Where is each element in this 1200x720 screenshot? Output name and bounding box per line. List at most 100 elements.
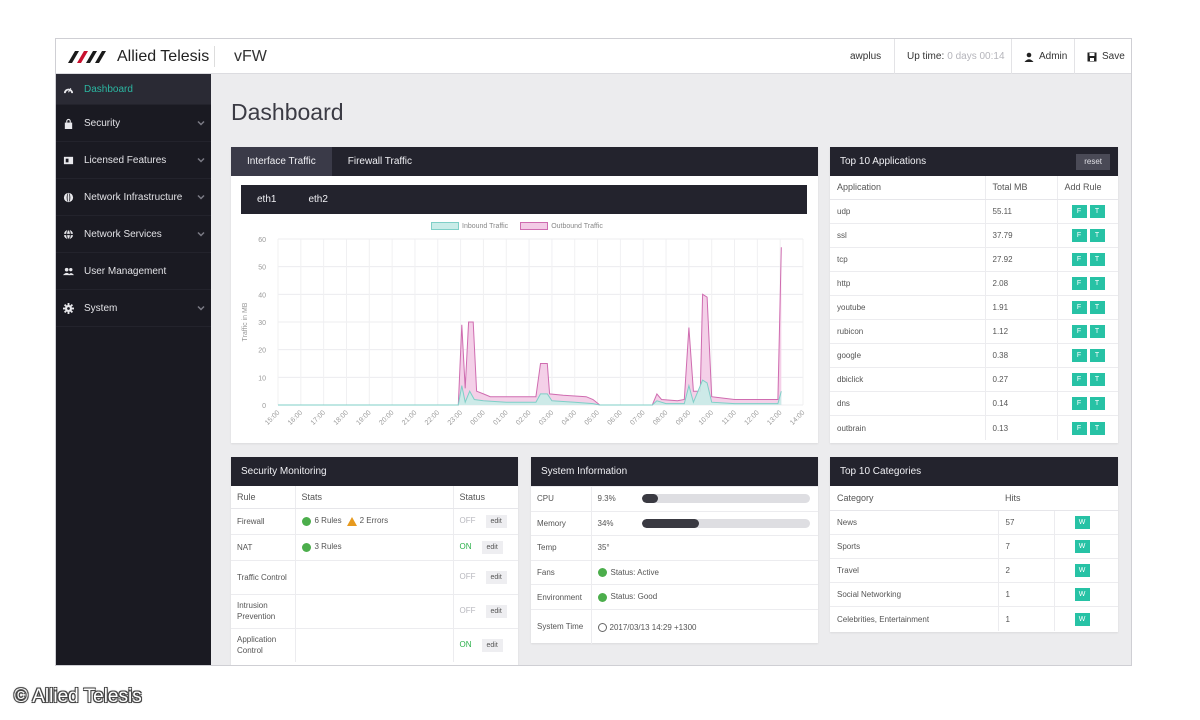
- interface-tabs: eth1 eth2: [241, 185, 807, 214]
- status-badge[interactable]: OFF: [459, 515, 476, 525]
- add-traffic-rule-button[interactable]: T: [1089, 421, 1105, 435]
- add-web-rule-button[interactable]: W: [1074, 612, 1090, 626]
- status-badge[interactable]: ON: [459, 541, 472, 551]
- hit-count: 1: [997, 582, 1054, 607]
- add-web-rule-button[interactable]: W: [1074, 588, 1090, 602]
- sidebar-item-network-infrastructure[interactable]: Network Infrastructure: [56, 179, 211, 216]
- system-time-row: System Time 2017/03/13 14:29 +1300: [531, 608, 818, 645]
- edit-button[interactable]: edit: [485, 604, 507, 618]
- add-web-rule-button[interactable]: W: [1074, 563, 1090, 577]
- app-window: Allied Telesis vFW awplus Up time: 0 day…: [55, 38, 1132, 666]
- add-traffic-rule-button[interactable]: T: [1089, 252, 1105, 266]
- x-tick-label: 13:00: [766, 409, 783, 426]
- sidebar-item-user-management[interactable]: User Management: [56, 253, 211, 290]
- category-name: Sports: [830, 533, 998, 559]
- x-tick-label: 05:00: [584, 409, 601, 426]
- table-row: dns 0.14 F T: [830, 391, 1118, 416]
- add-traffic-rule-button[interactable]: T: [1089, 373, 1105, 387]
- brand-logo[interactable]: Allied Telesis: [68, 39, 209, 74]
- hit-count: 57: [997, 509, 1054, 535]
- status-badge[interactable]: OFF: [459, 605, 476, 615]
- x-tick-label: 07:00: [629, 409, 646, 426]
- temp-row: Temp 35°: [531, 535, 818, 561]
- add-firewall-rule-button[interactable]: F: [1071, 204, 1087, 218]
- x-tick-label: 06:00: [606, 409, 623, 426]
- legend-outbound[interactable]: Outbound Traffic: [520, 222, 603, 230]
- total-mb: 1.91: [984, 294, 1057, 320]
- tab-interface-traffic[interactable]: Interface Traffic: [231, 147, 332, 176]
- add-traffic-rule-button[interactable]: T: [1089, 349, 1105, 363]
- total-mb: 0.38: [984, 343, 1057, 368]
- add-firewall-rule-button[interactable]: F: [1071, 325, 1087, 339]
- add-firewall-rule-button[interactable]: F: [1071, 373, 1087, 387]
- add-firewall-rule-button[interactable]: F: [1071, 252, 1087, 266]
- application-name: youtube: [830, 294, 985, 320]
- total-mb: 55.11: [984, 198, 1057, 224]
- user-menu[interactable]: Admin: [1011, 39, 1079, 74]
- status-badge[interactable]: ON: [459, 639, 472, 649]
- y-tick-label: 40: [258, 292, 266, 299]
- add-traffic-rule-button[interactable]: T: [1089, 397, 1105, 411]
- application-name: dns: [830, 391, 985, 416]
- status-badge[interactable]: OFF: [459, 571, 476, 581]
- sidebar-item-licensed-features[interactable]: Licensed Features: [56, 142, 211, 179]
- add-web-rule-button[interactable]: W: [1074, 515, 1090, 529]
- edit-button[interactable]: edit: [485, 570, 507, 584]
- add-traffic-rule-button[interactable]: T: [1089, 276, 1105, 290]
- categories-table: Category Hits News 57 W Sports 7 W Travel 2 W Soc…: [830, 486, 1118, 631]
- add-traffic-rule-button[interactable]: T: [1089, 300, 1105, 314]
- add-traffic-rule-button[interactable]: T: [1089, 228, 1105, 242]
- application-name: tcp: [830, 246, 985, 272]
- sidebar-item-network-services[interactable]: Network Services: [56, 216, 211, 253]
- x-tick-label: 03:00: [538, 409, 555, 426]
- tab-eth1[interactable]: eth1: [257, 194, 277, 205]
- sidebar-item-security[interactable]: Security: [56, 105, 211, 142]
- error-count: 2 Errors: [359, 516, 389, 526]
- tab-eth2[interactable]: eth2: [308, 194, 328, 205]
- top-applications-card: Top 10 Applications reset Application To…: [830, 147, 1118, 443]
- brand-name: Allied Telesis: [117, 47, 210, 65]
- edit-button[interactable]: edit: [481, 638, 503, 652]
- add-firewall-rule-button[interactable]: F: [1071, 397, 1087, 411]
- edit-button[interactable]: edit: [485, 514, 507, 528]
- y-tick-label: 10: [258, 375, 266, 382]
- x-tick-label: 19:00: [355, 409, 372, 426]
- memory-usage-bar: [642, 519, 810, 529]
- fans-label: Fans: [531, 559, 591, 585]
- rule-name: Traffic Control: [231, 559, 295, 594]
- add-firewall-rule-button[interactable]: F: [1071, 349, 1087, 363]
- edit-button[interactable]: edit: [481, 540, 503, 554]
- hostname: awplus: [850, 51, 882, 62]
- x-tick-label: 09:00: [675, 409, 692, 426]
- table-row: http 2.08 F T: [830, 270, 1118, 296]
- check-circle-icon: [301, 516, 311, 526]
- table-row: Celebrities, Entertainment 1 W: [830, 606, 1118, 631]
- temp-value: 35°: [590, 535, 818, 561]
- applications-table: Application Total MB Add Rule udp 55.11 F T…: [830, 176, 1118, 440]
- add-web-rule-button[interactable]: W: [1074, 539, 1090, 553]
- add-traffic-rule-button[interactable]: T: [1089, 204, 1105, 218]
- tab-firewall-traffic[interactable]: Firewall Traffic: [347, 156, 413, 167]
- sidebar-item-system[interactable]: System: [56, 290, 211, 327]
- security-table: Rule Stats Status Firewall 6 Rules 2 Error…: [231, 486, 518, 662]
- y-tick-label: 0: [262, 403, 266, 410]
- logo-divider: [214, 46, 215, 67]
- application-name: google: [830, 343, 985, 368]
- chevron-down-icon: [197, 119, 205, 127]
- copyright-watermark: © Allied Telesis: [14, 686, 142, 707]
- add-firewall-rule-button[interactable]: F: [1071, 300, 1087, 314]
- add-firewall-rule-button[interactable]: F: [1071, 421, 1087, 435]
- y-tick-label: 50: [258, 265, 266, 272]
- chevron-down-icon: [197, 230, 205, 238]
- page-title: Dashboard: [231, 99, 344, 125]
- add-traffic-rule-button[interactable]: T: [1089, 325, 1105, 339]
- column-header: Hits: [998, 486, 1054, 511]
- add-firewall-rule-button[interactable]: F: [1071, 276, 1087, 290]
- sidebar-item-dashboard[interactable]: Dashboard: [56, 74, 211, 105]
- save-button[interactable]: Save: [1074, 39, 1131, 74]
- x-tick-label: 20:00: [378, 409, 395, 426]
- table-row: NAT 3 Rules ON edit: [231, 533, 518, 560]
- add-firewall-rule-button[interactable]: F: [1071, 228, 1087, 242]
- reset-button[interactable]: reset: [1076, 154, 1110, 170]
- legend-inbound[interactable]: Inbound Traffic: [431, 222, 508, 230]
